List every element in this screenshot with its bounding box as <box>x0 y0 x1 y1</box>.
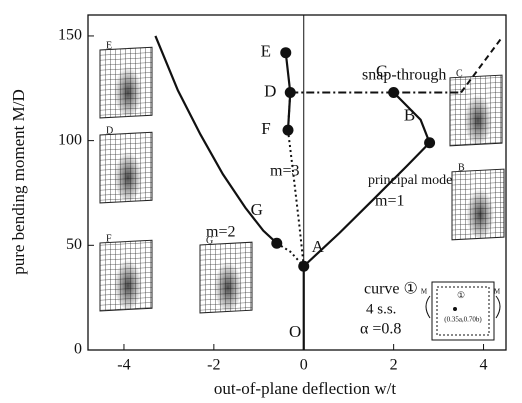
point <box>283 125 294 136</box>
panel-label: C <box>456 68 463 79</box>
panel-label: D <box>106 125 113 136</box>
inset-label: M <box>494 288 501 296</box>
y-tick-label: 0 <box>74 341 82 358</box>
inset-label: M <box>421 288 428 296</box>
annotation: curve ① <box>364 281 418 298</box>
annotation: α =0.8 <box>360 321 401 338</box>
mesh-shade <box>114 257 142 309</box>
annotation: m=1 <box>375 193 404 210</box>
annotation: m=2 <box>206 224 235 241</box>
annotation: 4 s.s. <box>366 301 396 317</box>
mesh-shade <box>114 149 142 201</box>
point <box>424 137 435 148</box>
mesh-shade <box>214 259 242 311</box>
point-label: F <box>261 119 270 138</box>
x-axis-label: out-of-plane deflection w/t <box>214 379 396 398</box>
panel-label: B <box>458 162 465 173</box>
annotation: O <box>289 322 301 341</box>
annotation: principal mode <box>368 173 452 188</box>
mesh-shade <box>114 64 142 116</box>
y-axis-label: pure bending moment M/D <box>9 89 28 275</box>
x-tick-label: 2 <box>390 357 398 374</box>
point <box>285 87 296 98</box>
y-tick-label: 150 <box>58 27 82 44</box>
point-label: G <box>251 200 263 219</box>
y-tick-label: 100 <box>58 131 82 148</box>
point <box>388 87 399 98</box>
inset-dot <box>453 307 457 311</box>
point-label: A <box>312 237 325 256</box>
x-tick-label: 0 <box>300 357 308 374</box>
x-tick-label: -4 <box>117 357 130 374</box>
x-tick-label: 4 <box>480 357 488 374</box>
mesh-shade <box>466 186 494 238</box>
annotation: snap-through <box>362 67 446 84</box>
point-label: E <box>261 42 271 61</box>
inset-label: (0.35a,0.70b) <box>444 316 482 324</box>
chart: out-of-plane deflection w/t pure bending… <box>0 0 522 403</box>
inset-label: ① <box>457 290 465 300</box>
point <box>271 238 282 249</box>
y-tick-label: 50 <box>66 236 82 253</box>
point-label: B <box>404 106 415 125</box>
panel-label: F <box>106 233 112 244</box>
annotation: m=3 <box>270 163 299 180</box>
point <box>298 261 309 272</box>
panel-label: E <box>106 40 112 51</box>
point <box>280 47 291 58</box>
x-tick-label: -2 <box>207 357 220 374</box>
mesh-shade <box>464 92 492 144</box>
point-label: D <box>264 81 276 100</box>
